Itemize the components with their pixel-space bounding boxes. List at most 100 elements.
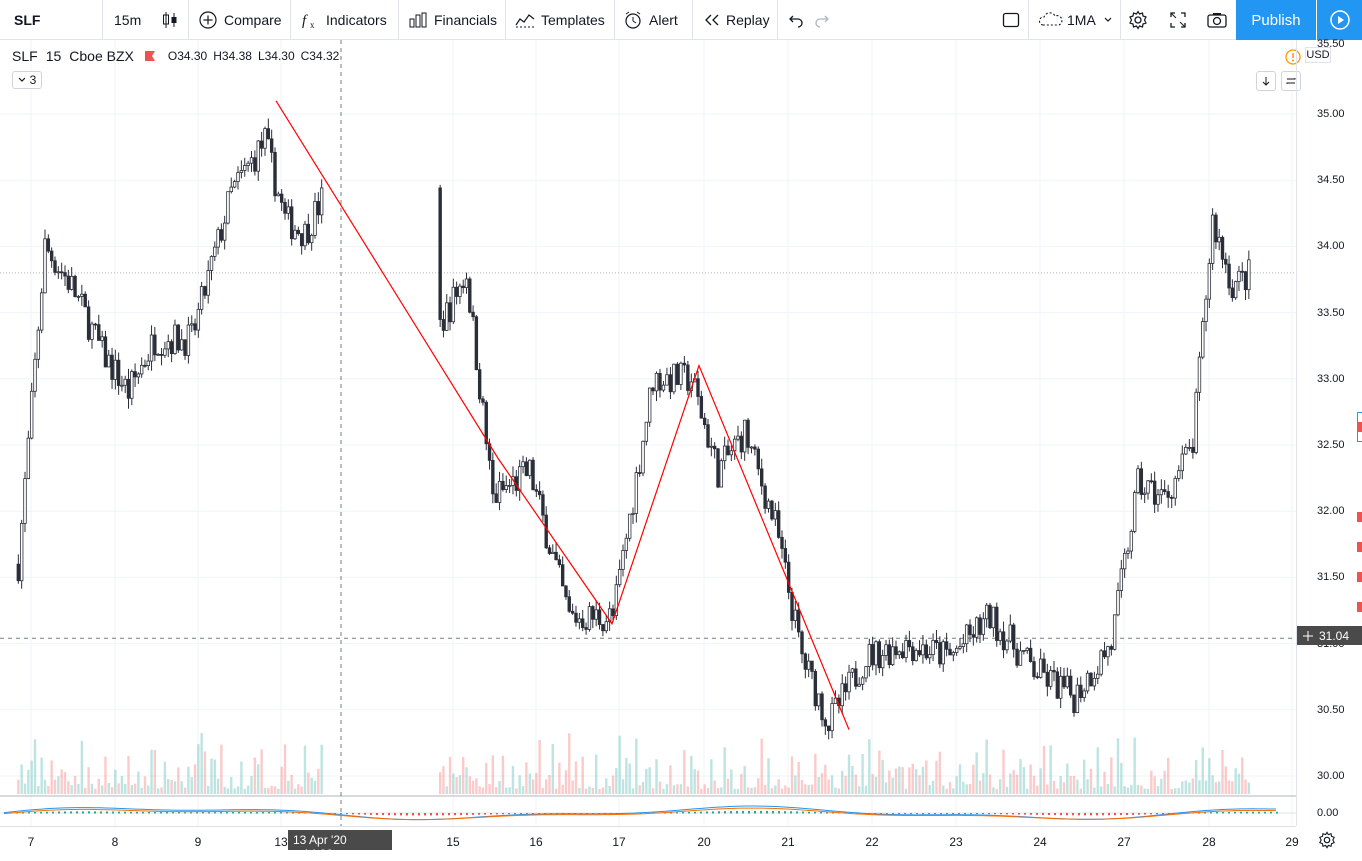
zigzag-drawing[interactable] xyxy=(275,100,850,730)
candle-body xyxy=(1129,530,1134,552)
volume-bar xyxy=(787,787,790,794)
candle-body xyxy=(1184,447,1188,455)
templates-button[interactable]: Templates xyxy=(514,0,605,40)
volume-bar xyxy=(720,787,723,794)
candle-body xyxy=(541,494,545,516)
candle-body xyxy=(1065,675,1070,688)
histogram-bar xyxy=(88,811,90,814)
volume-bar xyxy=(57,776,60,794)
fullscreen-button[interactable] xyxy=(1168,0,1188,40)
volume-bar xyxy=(17,779,20,794)
candle-body xyxy=(521,461,525,468)
cursor-time: 14:00 xyxy=(303,847,334,861)
candle-body xyxy=(63,272,67,277)
candle-body xyxy=(864,666,868,679)
symbol-legend[interactable]: SLF 15 Cboe BZX O34.30 H34.38 L34.30 C34… xyxy=(12,48,339,64)
volume-bar xyxy=(1160,778,1163,794)
histogram-bar xyxy=(250,811,252,814)
candle-body xyxy=(675,363,680,385)
candle-body xyxy=(313,201,317,236)
camera-icon xyxy=(1207,13,1227,28)
play-button[interactable] xyxy=(1317,0,1362,40)
interval-button[interactable]: 15m xyxy=(114,0,141,40)
currency-label[interactable]: USD xyxy=(1305,47,1331,63)
histogram-bar xyxy=(802,811,804,814)
candle-body xyxy=(1122,552,1127,570)
histogram-bar xyxy=(538,813,540,814)
layout-label: 1MA xyxy=(1067,12,1096,28)
scroll-to-latest-button[interactable] xyxy=(1256,71,1276,91)
alert-marker[interactable] xyxy=(1357,572,1362,582)
settings-button[interactable] xyxy=(1128,0,1148,40)
alert-marker[interactable] xyxy=(1357,542,1362,552)
volume-bar xyxy=(1234,768,1237,794)
alert-label: Alert xyxy=(649,12,678,28)
time-scale-settings-button[interactable] xyxy=(1318,831,1336,854)
volume-bar xyxy=(928,785,931,794)
volume-bar xyxy=(197,744,200,794)
candle-body xyxy=(661,384,666,391)
time-scale[interactable]: 7 8 9 13 15 16 17 20 21 22 23 24 27 28 29 13 Apr '20 1… xyxy=(0,826,1299,861)
histogram-bar xyxy=(244,812,246,814)
candle-body xyxy=(120,384,124,387)
candle-body xyxy=(286,206,291,214)
symbol-search-button[interactable]: SLF xyxy=(14,0,40,40)
indicators-toggle-button[interactable]: 3 xyxy=(12,71,42,89)
histogram-bar xyxy=(340,813,342,814)
volume-bar xyxy=(601,787,605,794)
candle-body xyxy=(249,157,254,164)
volume-bar xyxy=(757,778,760,794)
warning-icon[interactable] xyxy=(1285,49,1301,70)
templates-icon xyxy=(515,14,535,28)
volume-bar xyxy=(511,765,515,794)
volume-bar xyxy=(635,738,638,794)
volume-bar xyxy=(226,788,230,794)
layout-dropdown-button[interactable] xyxy=(1103,0,1113,40)
undo-button[interactable] xyxy=(786,0,804,40)
alert-marker[interactable] xyxy=(1357,512,1362,522)
price-scale[interactable]: 35.50 USD 35.00 34.50 34.00 33.50 33.00 32.50… xyxy=(1296,38,1362,826)
candle-body xyxy=(1210,214,1215,264)
volume-bar xyxy=(1123,786,1126,794)
histogram-bar xyxy=(1168,813,1170,814)
candle-body xyxy=(1045,671,1050,687)
publish-button[interactable]: Publish xyxy=(1236,0,1316,40)
alert-button[interactable]: Alert xyxy=(623,0,678,40)
volume-bar xyxy=(800,779,804,794)
candle-body xyxy=(46,238,51,252)
histogram-bar xyxy=(40,811,42,814)
volume-bar xyxy=(1009,773,1012,794)
candle-body xyxy=(176,324,181,351)
signal-line xyxy=(3,807,1277,821)
redo-button[interactable] xyxy=(814,0,832,40)
candle-body xyxy=(917,650,922,656)
volume-bar xyxy=(851,765,854,794)
financials-button[interactable]: Financials xyxy=(408,0,497,40)
financials-label: Financials xyxy=(434,12,498,28)
layout-button[interactable]: 1MA xyxy=(1037,0,1096,40)
histogram-bar xyxy=(778,811,780,814)
chart-type-button[interactable] xyxy=(160,0,180,40)
scale-handle[interactable] xyxy=(1357,412,1362,442)
volume-bar xyxy=(733,788,736,794)
time-tick-label: 29 xyxy=(1285,835,1299,849)
candle-body xyxy=(584,627,588,630)
histogram-bar xyxy=(1024,813,1026,815)
histogram-bar xyxy=(364,813,366,815)
volume-bar xyxy=(498,781,501,794)
alert-marker[interactable] xyxy=(1357,602,1362,612)
candle-body xyxy=(1109,646,1114,650)
candle-body xyxy=(614,584,619,616)
chart-pane[interactable] xyxy=(0,40,1296,826)
chevron-down-icon xyxy=(18,77,26,82)
histogram-bar xyxy=(256,811,258,814)
compare-button[interactable]: Compare xyxy=(198,0,282,40)
histogram-bar xyxy=(772,811,774,814)
snapshot-button[interactable] xyxy=(1206,0,1228,40)
candle-body xyxy=(1018,650,1023,666)
replay-button[interactable]: Replay xyxy=(702,0,770,40)
fullscreen-square-button[interactable] xyxy=(1001,0,1021,40)
candle-body xyxy=(974,617,979,638)
time-tick-label: 28 xyxy=(1202,835,1216,849)
